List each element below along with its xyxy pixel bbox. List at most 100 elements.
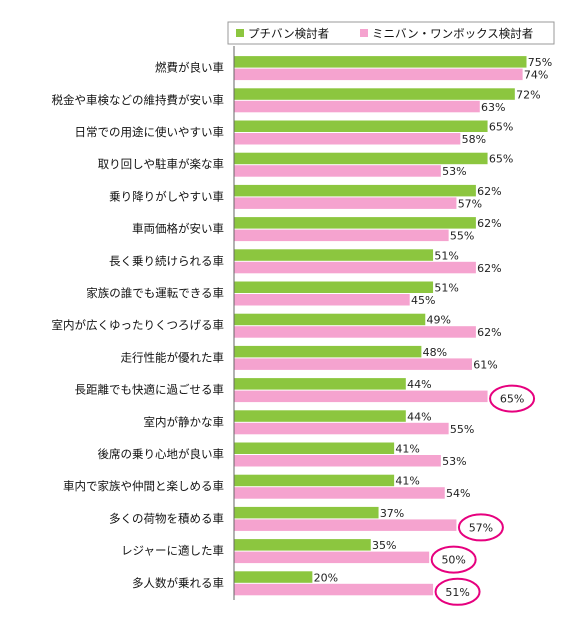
value-label: 75% <box>528 56 552 69</box>
value-label: 62% <box>477 262 501 275</box>
value-label: 48% <box>423 346 447 359</box>
value-label: 57% <box>458 197 482 210</box>
value-label: 20% <box>314 571 338 584</box>
value-label: 74% <box>524 69 548 82</box>
value-label: 51% <box>434 249 458 262</box>
value-label: 63% <box>481 101 505 114</box>
bar-minivan <box>234 487 445 499</box>
highlight-circle <box>430 545 477 574</box>
bar-puchivan <box>234 313 426 326</box>
value-label: 51% <box>445 586 469 599</box>
category-label: 日常での用途に使いやすい車 <box>75 125 225 139</box>
value-label: 45% <box>411 294 435 307</box>
value-label: 51% <box>434 282 458 295</box>
category-label: レジャーに適した車 <box>121 544 224 558</box>
category-label: 燃費が良い車 <box>155 61 224 75</box>
value-label: 58% <box>462 133 486 146</box>
bar-puchivan <box>234 474 395 487</box>
value-label: 65% <box>500 393 524 406</box>
bar-minivan <box>234 326 476 338</box>
value-label: 57% <box>469 521 493 534</box>
value-labels: 75%74%72%63%65%58%65%53%62%57%62%55%51%6… <box>314 56 553 599</box>
value-label: 62% <box>477 185 501 198</box>
bar-puchivan <box>234 345 422 358</box>
bar-minivan <box>234 519 457 531</box>
value-label: 41% <box>395 443 419 456</box>
bar-puchivan <box>234 539 371 551</box>
bar-minivan <box>234 551 430 564</box>
value-label: 65% <box>489 153 513 166</box>
legend-label: ミニバン・ワンボックス検討者 <box>372 27 533 41</box>
value-label: 55% <box>450 230 474 243</box>
value-label: 41% <box>395 475 419 488</box>
category-labels: 燃費が良い車税金や車検などの維持費が安い車日常での用途に使いやすい車取り回しや駐… <box>52 61 225 590</box>
category-label: 走行性能が優れた車 <box>121 350 225 364</box>
value-label: 72% <box>516 88 540 101</box>
legend: プチバン検討者 ミニバン・ワンボックス検討者 <box>227 21 555 45</box>
bar-puchivan <box>234 281 434 293</box>
highlight-circles <box>430 384 536 606</box>
bar-minivan <box>234 294 410 306</box>
bar-puchivan <box>234 217 476 229</box>
bar-puchivan <box>234 571 313 583</box>
bars <box>234 56 527 596</box>
bar-puchivan <box>234 56 527 68</box>
legend-box <box>227 21 555 45</box>
bar-puchivan <box>234 442 395 454</box>
value-label: 53% <box>442 165 466 178</box>
category-label: 車両価格が安い車 <box>132 222 224 236</box>
highlight-circle <box>457 513 504 542</box>
bar-minivan <box>234 133 461 145</box>
bar-minivan <box>234 390 488 403</box>
category-label: 室内が広くゆったりくつろげる車 <box>52 318 225 332</box>
category-label: 多くの荷物を積める車 <box>109 511 224 525</box>
category-label: 室内が静かな車 <box>144 415 225 429</box>
legend-swatch-puchivan <box>236 29 244 37</box>
bar-minivan <box>234 422 449 435</box>
value-label: 62% <box>477 217 501 230</box>
highlight-circle <box>434 577 481 606</box>
legend-swatch-minivan <box>360 29 368 37</box>
bar-puchivan <box>234 506 379 519</box>
bar-minivan <box>234 261 476 274</box>
value-label: 62% <box>477 326 501 339</box>
value-label: 44% <box>407 378 431 391</box>
bar-puchivan <box>234 184 476 197</box>
value-label: 61% <box>473 358 497 371</box>
value-label: 35% <box>372 539 396 552</box>
bar-puchivan <box>234 152 488 165</box>
category-label: 家族の誰でも運転できる車 <box>86 286 224 300</box>
legend-label: プチバン検討者 <box>248 27 329 41</box>
bar-minivan <box>234 358 472 370</box>
bar-minivan <box>234 197 457 209</box>
bar-minivan <box>234 455 441 467</box>
category-label: 長距離でも快適に過ごせる車 <box>75 383 225 397</box>
category-label: 乗り降りがしやすい車 <box>109 189 224 203</box>
bar-minivan <box>234 100 480 113</box>
bar-minivan <box>234 583 434 596</box>
bar-puchivan <box>234 88 515 100</box>
category-label: 取り回しや駐車が楽な車 <box>98 157 224 171</box>
value-label: 65% <box>489 121 513 134</box>
bar-puchivan <box>234 410 406 422</box>
bar-puchivan <box>234 249 434 261</box>
category-label: 後席の乗り心地が良い車 <box>98 447 225 461</box>
highlight-circle <box>489 384 536 413</box>
bar-puchivan <box>234 378 406 390</box>
value-label: 49% <box>427 314 451 327</box>
value-label: 53% <box>442 455 466 468</box>
value-label: 37% <box>380 507 404 520</box>
value-label: 44% <box>407 410 431 423</box>
category-label: 長く乗り続けられる車 <box>109 254 224 268</box>
bar-puchivan <box>234 120 488 132</box>
value-label: 54% <box>446 487 470 500</box>
value-label: 50% <box>441 554 465 567</box>
category-label: 車内で家族や仲間と楽しめる車 <box>63 479 224 493</box>
bar-minivan <box>234 165 441 177</box>
value-label: 55% <box>450 423 474 436</box>
category-label: 多人数が乗れる車 <box>132 576 224 590</box>
bar-minivan <box>234 229 449 242</box>
bar-minivan <box>234 68 523 81</box>
